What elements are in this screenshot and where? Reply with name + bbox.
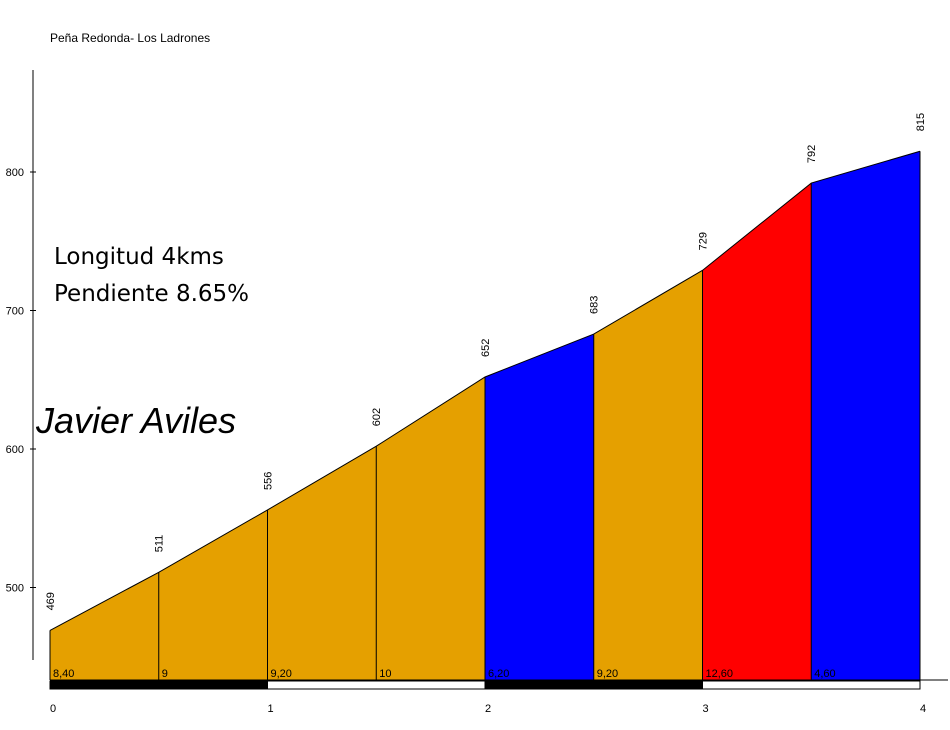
segment-gradient-label: 12,60 <box>706 668 734 680</box>
km-scale-bar <box>49 680 268 690</box>
elevation-label: 683 <box>589 296 601 314</box>
x-tick-label: 1 <box>267 703 273 715</box>
elevation-label: 602 <box>371 408 383 426</box>
profile-segment <box>702 183 812 680</box>
elevation-label: 792 <box>806 145 818 163</box>
author-label: Javier Aviles <box>36 400 237 441</box>
x-tick-label: 3 <box>702 703 708 715</box>
profile-segment <box>158 509 268 680</box>
profile-segment <box>811 151 920 681</box>
km-scale-bar <box>484 680 703 690</box>
gradient-label: Pendiente 8.65% <box>54 281 250 307</box>
segment-gradient-label: 6,20 <box>488 668 509 680</box>
profile-segment <box>593 270 703 680</box>
segment-gradient-label: 9,20 <box>271 668 292 680</box>
elevation-label: 815 <box>915 113 927 131</box>
y-tick-label: 600 <box>6 444 24 456</box>
x-tick-label: 4 <box>920 703 926 715</box>
elevation-label: 652 <box>480 339 492 357</box>
segment-gradient-label: 4,60 <box>814 668 835 680</box>
km-scale-bar <box>702 680 921 690</box>
y-tick-label: 700 <box>6 306 24 318</box>
x-tick-label: 0 <box>50 703 56 715</box>
chart-title: Peña Redonda- Los Ladrones <box>50 31 211 45</box>
y-tick-label: 800 <box>6 167 24 179</box>
x-tick-label: 2 <box>485 703 491 715</box>
elevation-label: 729 <box>698 232 710 250</box>
segment-gradient-label: 9,20 <box>597 668 618 680</box>
y-tick-label: 500 <box>6 583 24 595</box>
length-label: Longitud 4kms <box>54 244 224 270</box>
profile-segment <box>267 446 377 680</box>
profile-segment <box>376 376 485 680</box>
km-scale-bar <box>267 680 486 690</box>
elevation-label: 469 <box>45 592 57 610</box>
elevation-label: 556 <box>263 472 275 490</box>
segment-gradient-label: 9 <box>162 668 168 680</box>
profile-segment <box>50 572 159 680</box>
elevation-label: 511 <box>154 535 166 553</box>
profile-segment <box>485 334 594 680</box>
segment-gradient-label: 10 <box>379 668 391 680</box>
segment-gradient-label: 8,40 <box>53 668 74 680</box>
